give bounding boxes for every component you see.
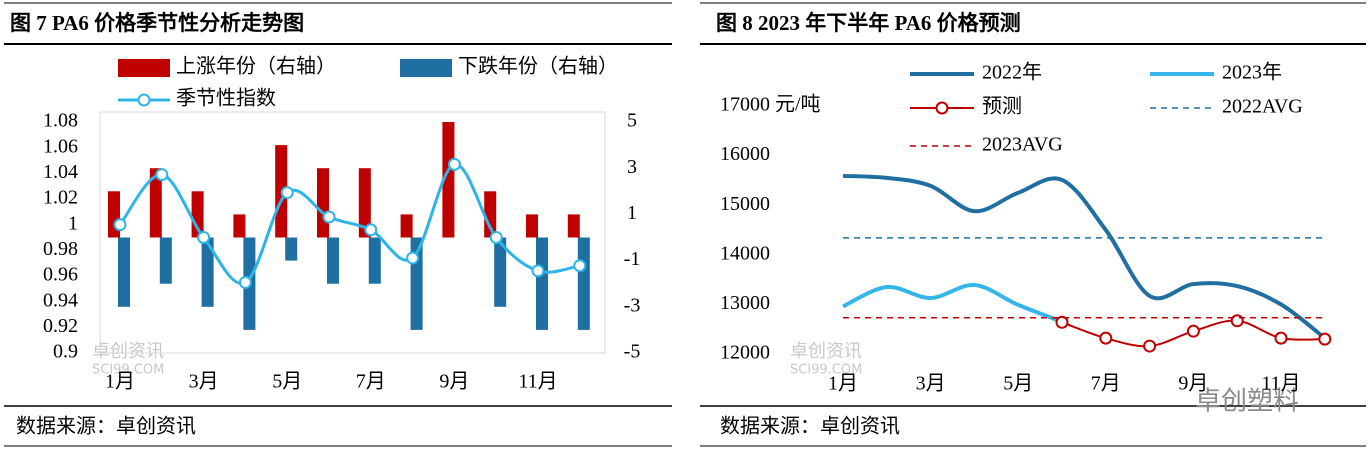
- y-tick-label: 15000: [720, 193, 770, 215]
- marker: [364, 223, 378, 237]
- source: 数据来源：卓创资讯: [720, 415, 900, 438]
- marker: [406, 251, 420, 265]
- marker: [238, 275, 252, 289]
- bar: [368, 237, 381, 284]
- bar: [484, 191, 497, 238]
- marker: [155, 168, 169, 182]
- x-tick-label: 5月: [1003, 373, 1033, 395]
- y2-tick-label: -3: [624, 294, 641, 316]
- y-tick-label: 17000 元/吨: [720, 93, 821, 116]
- y-tick-label: 1.08: [43, 110, 78, 132]
- legend-swatch: [118, 59, 170, 77]
- x-tick-label: 7月: [356, 371, 386, 393]
- legend-label: 预测: [982, 95, 1022, 118]
- watermark: 卓创资讯: [790, 341, 862, 362]
- marker: [322, 210, 336, 224]
- bar: [159, 237, 172, 284]
- x-tick-label: 9月: [1178, 373, 1208, 395]
- y-tick-label: 0.9: [53, 341, 78, 363]
- marker: [1055, 315, 1069, 329]
- y-tick-label: 1.06: [43, 135, 78, 157]
- source: 数据来源：卓创资讯: [16, 415, 196, 438]
- marker: [531, 264, 545, 278]
- bar: [118, 237, 130, 307]
- y2-tick-label: 5: [627, 110, 637, 132]
- chart-title: 图 7 PA6 价格季节性分析走势图: [10, 11, 304, 35]
- series-line: [842, 283, 1063, 324]
- y-tick-label: 0.98: [43, 238, 78, 260]
- marker: [1274, 331, 1288, 345]
- legend-swatch: [935, 101, 949, 115]
- legend-label: 季节性指数: [176, 87, 276, 110]
- legend-label: 2023年: [1222, 61, 1282, 84]
- watermark: SCI99.COM: [92, 363, 164, 378]
- marker: [1143, 339, 1157, 353]
- x-tick-label: 9月: [439, 371, 469, 393]
- marker: [113, 218, 127, 232]
- bar: [233, 214, 246, 238]
- y-tick-label: 1.02: [43, 187, 78, 209]
- y2-tick-label: -5: [624, 341, 641, 363]
- bar: [400, 214, 413, 238]
- x-tick-label: 5月: [272, 371, 302, 393]
- y2-tick-label: -1: [624, 248, 641, 270]
- chart-title: 图 8 2023 年下半年 PA6 价格预测: [716, 11, 1021, 35]
- marker: [573, 259, 587, 273]
- x-tick-label: 11月: [1261, 373, 1300, 395]
- bar: [317, 168, 329, 238]
- y-tick-label: 13000: [720, 292, 770, 314]
- x-tick-label: 7月: [1091, 373, 1121, 395]
- bar: [494, 237, 507, 307]
- legend-label: 下跌年份（右轴）: [458, 55, 618, 78]
- y-tick-label: 1: [68, 212, 78, 234]
- bar: [285, 237, 298, 261]
- brand: 卓创塑料: [1195, 387, 1299, 417]
- y-tick-label: 12000: [720, 342, 770, 364]
- x-tick-label: 3月: [189, 371, 219, 393]
- bar: [201, 237, 214, 307]
- marker: [197, 231, 211, 244]
- legend-swatch: [137, 93, 151, 107]
- marker: [1230, 314, 1244, 328]
- watermark: SCI99.COM: [790, 363, 862, 378]
- marker: [489, 231, 503, 244]
- bar: [442, 122, 455, 238]
- marker: [1318, 332, 1332, 346]
- bar: [536, 237, 548, 330]
- marker: [1099, 331, 1113, 345]
- bar: [327, 237, 339, 284]
- bar: [526, 214, 538, 238]
- bar: [149, 168, 162, 238]
- y2-tick-label: 1: [627, 202, 637, 224]
- marker: [280, 186, 294, 200]
- bar: [358, 168, 371, 238]
- x-tick-label: 1月: [105, 371, 135, 393]
- y-tick-label: 16000: [720, 143, 770, 165]
- plot-frame: [99, 111, 606, 354]
- legend-label: 上涨年份（右轴）: [176, 55, 336, 78]
- x-tick-label: 11月: [518, 371, 557, 393]
- legend-label: 2022AVG: [1222, 96, 1303, 118]
- y-tick-label: 0.96: [43, 264, 78, 286]
- bar: [567, 214, 580, 238]
- watermark: 卓创资讯: [92, 341, 164, 362]
- series-line: [842, 173, 1327, 340]
- marker: [447, 157, 461, 171]
- bar: [577, 237, 590, 330]
- legend-swatch: [400, 59, 452, 77]
- y-tick-label: 1.04: [43, 161, 78, 183]
- y-tick-label: 0.94: [43, 289, 78, 311]
- y-tick-label: 14000: [720, 242, 770, 264]
- legend-label: 2023AVG: [982, 134, 1063, 156]
- y2-tick-label: 3: [627, 156, 637, 178]
- x-tick-label: 1月: [828, 373, 858, 395]
- x-tick-label: 3月: [916, 373, 946, 395]
- marker: [1186, 324, 1200, 338]
- legend-label: 2022年: [982, 61, 1042, 84]
- y-tick-label: 0.92: [43, 315, 78, 337]
